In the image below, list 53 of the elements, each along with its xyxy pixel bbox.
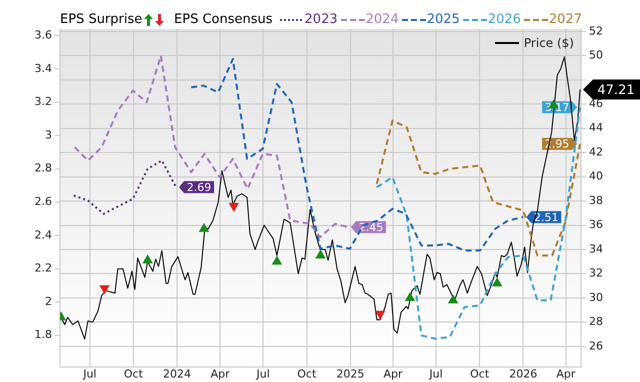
point	[405, 292, 415, 301]
y-tick-label: 3	[45, 128, 52, 142]
y2-tick-label: 32	[589, 266, 603, 280]
text: EPS Surprise	[60, 12, 142, 27]
y2-tick-label: 26	[589, 339, 603, 352]
data-label: 2.69	[186, 181, 212, 194]
y-tick-label: 3.6	[34, 28, 52, 42]
x-tick-label: Oct	[297, 367, 317, 380]
x-tick-label: Apr	[210, 367, 230, 380]
y-tick-label: 3.4	[34, 62, 52, 75]
legend-label: 2027	[548, 12, 582, 27]
point	[272, 256, 282, 265]
y2-tick-label: 38	[589, 194, 603, 207]
x-tick-label: Jul	[428, 367, 443, 380]
y2-tick-label: 36	[589, 218, 603, 232]
point	[142, 254, 152, 264]
legend-label: Price ($)	[524, 36, 574, 50]
legend-title: EPS Consensus	[174, 12, 273, 27]
y2-tick-label: 28	[589, 315, 603, 328]
y2-tick-label: 50	[589, 48, 603, 62]
y2-tick-label: 30	[589, 290, 603, 304]
legend-label: 2026	[488, 12, 521, 27]
legend-label: 2025	[426, 12, 460, 27]
point	[199, 223, 209, 232]
y2-tick-label: 44	[589, 121, 603, 134]
point	[492, 278, 502, 286]
line-series	[72, 160, 178, 215]
point	[448, 294, 458, 304]
x-tick-label: Apr	[556, 367, 576, 380]
y-tick-label: 2.2	[34, 262, 52, 275]
x-tick-label: Apr	[383, 367, 403, 380]
y2-tick-label: 34	[589, 242, 603, 256]
y-tick-label: 1.8	[34, 328, 52, 342]
y-tick-label: 2.8	[34, 162, 52, 175]
x-tick-label: Oct	[470, 367, 490, 380]
point	[316, 250, 326, 259]
x-tick-label: Oct	[124, 367, 144, 380]
y2-tick-label: 52	[589, 24, 603, 38]
data-label: 47.21	[597, 82, 635, 98]
y-tick-label: 2	[45, 294, 52, 308]
y2-tick-label: 42	[589, 145, 603, 158]
legend-label: 2023	[304, 12, 338, 27]
y-tick-label: 3.2	[34, 95, 52, 108]
y-tick-label: 2.4	[34, 228, 52, 242]
x-tick-label: Jul	[82, 367, 96, 380]
y2-tick-label: 40	[589, 170, 603, 183]
line-series	[74, 54, 349, 238]
y-tick-label: 2.6	[34, 195, 52, 208]
x-tick-label: 2026	[509, 367, 538, 380]
x-tick-label: 2024	[162, 367, 191, 380]
x-tick-label: Jul	[256, 367, 270, 380]
legend-label: 2024	[366, 12, 399, 27]
x-tick-label: 2025	[336, 367, 364, 380]
